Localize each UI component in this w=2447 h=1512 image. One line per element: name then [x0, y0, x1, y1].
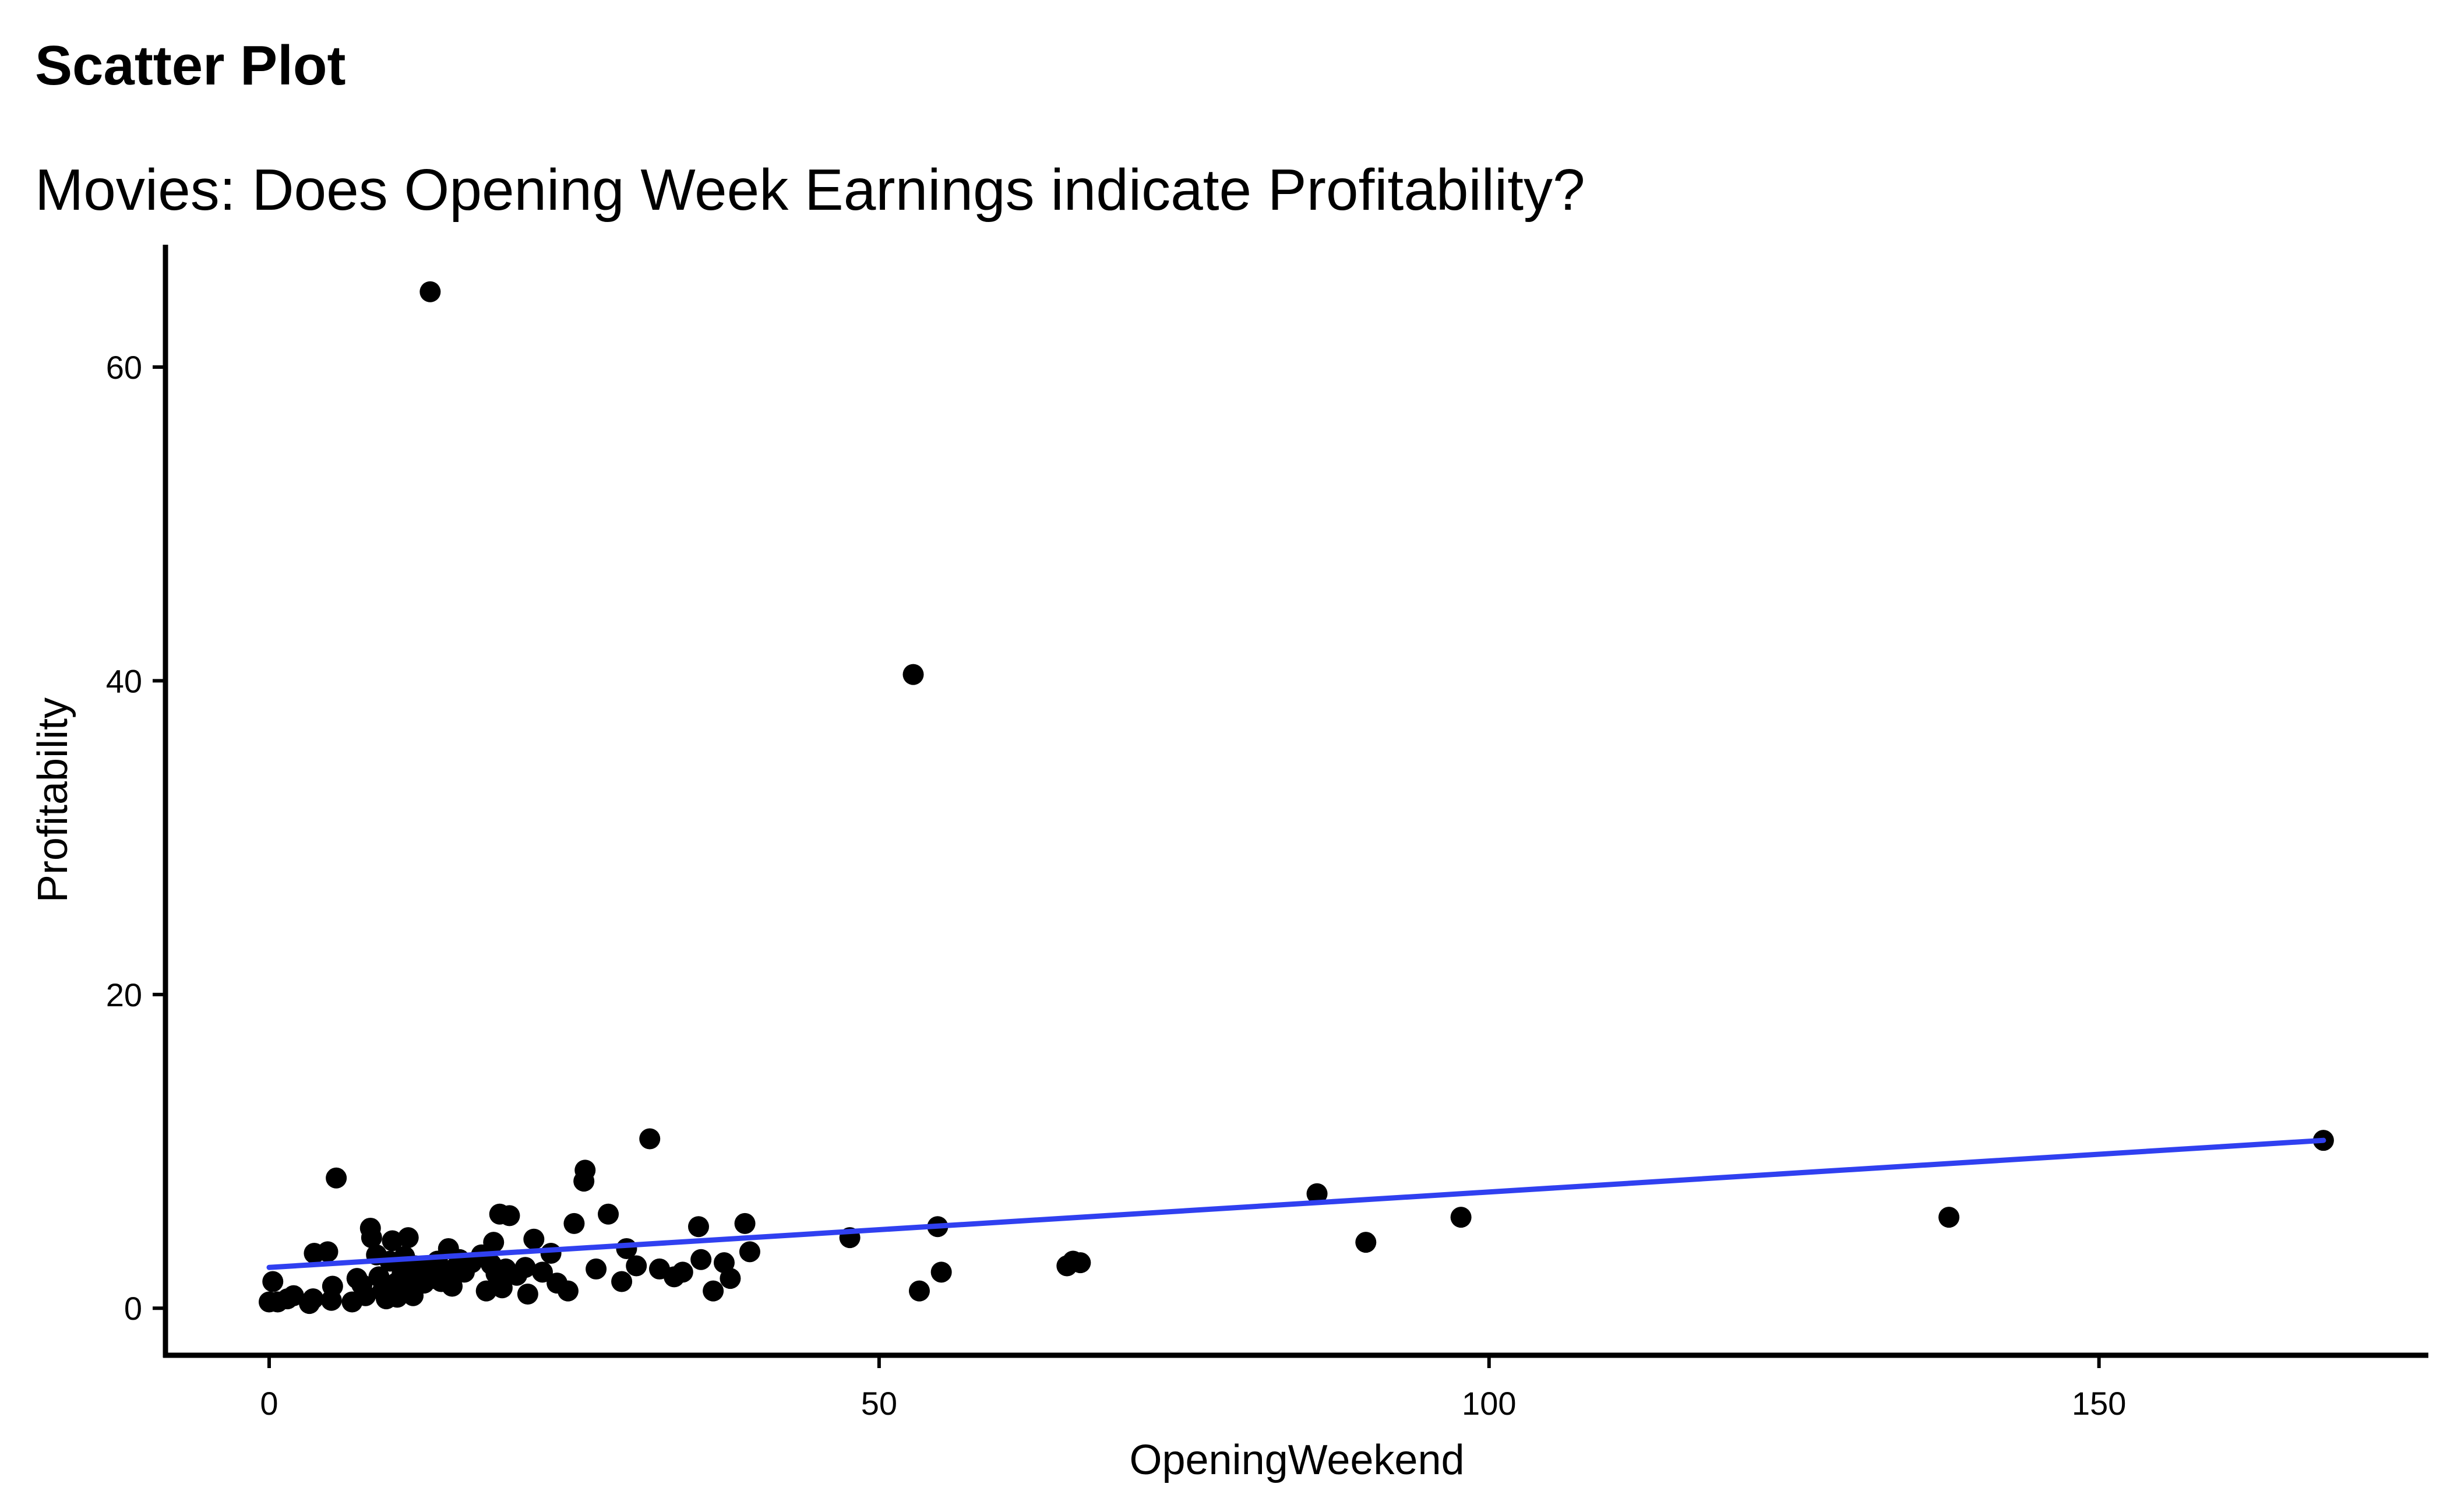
data-point-52 [491, 1277, 513, 1299]
data-point-66 [586, 1258, 607, 1280]
axes-layer: 0 50 100 150 0 20 40 60 [106, 349, 2127, 1422]
data-point-80 [734, 1213, 756, 1234]
data-point-67 [598, 1203, 619, 1225]
data-point-57 [517, 1284, 538, 1305]
data-point-59 [531, 1261, 553, 1283]
data-point-74 [672, 1261, 693, 1283]
points-layer [258, 281, 2334, 1314]
data-point-47 [475, 1280, 497, 1302]
x-tick-label-150: 150 [2072, 1385, 2126, 1422]
x-tick-label-50: 50 [861, 1385, 897, 1422]
data-point-75 [687, 1216, 709, 1238]
data-point-81 [739, 1241, 760, 1263]
data-point-91 [1355, 1232, 1377, 1253]
data-point-68 [611, 1271, 633, 1292]
data-point-76 [690, 1249, 712, 1270]
data-point-54 [499, 1205, 520, 1226]
chart-title: Scatter Plot [35, 34, 345, 97]
data-point-60 [540, 1243, 562, 1264]
data-point-63 [563, 1213, 585, 1234]
x-tick-label-100: 100 [1462, 1385, 1516, 1422]
data-point-62 [557, 1280, 579, 1302]
data-point-28 [397, 1227, 419, 1249]
data-point-35 [419, 281, 441, 302]
data-point-15 [355, 1285, 376, 1306]
data-point-83 [902, 664, 924, 685]
data-point-10 [322, 1275, 343, 1297]
data-point-25 [386, 1287, 408, 1308]
trend-line [266, 1137, 2326, 1270]
x-tick-label-0: 0 [260, 1385, 278, 1422]
x-axis-title: OpeningWeekend [1129, 1437, 1464, 1483]
data-point-6 [302, 1288, 324, 1310]
data-point-86 [930, 1261, 952, 1283]
data-point-71 [639, 1128, 661, 1150]
data-point-58 [523, 1228, 545, 1250]
data-point-92 [1450, 1207, 1472, 1228]
data-point-90 [1306, 1183, 1328, 1204]
data-point-17 [361, 1227, 382, 1249]
data-point-77 [703, 1280, 724, 1302]
y-tick-label-60: 60 [106, 349, 142, 386]
y-tick-label-40: 40 [106, 662, 142, 699]
data-point-79 [720, 1268, 741, 1289]
data-point-93 [1938, 1207, 1960, 1228]
data-point-70 [626, 1255, 647, 1277]
data-point-65 [574, 1159, 596, 1181]
trend-layer [266, 1137, 2326, 1270]
data-point-41 [442, 1275, 463, 1297]
data-point-4 [283, 1285, 304, 1306]
data-point-23 [382, 1230, 403, 1252]
chart-subtitle: Movies: Does Opening Week Earnings indic… [35, 157, 1585, 223]
y-tick-label-0: 0 [124, 1290, 142, 1327]
data-point-56 [514, 1257, 536, 1278]
data-point-8 [317, 1241, 339, 1263]
data-point-49 [483, 1232, 505, 1253]
data-point-1 [262, 1271, 284, 1292]
data-point-89 [1070, 1252, 1091, 1274]
data-point-11 [326, 1167, 347, 1189]
y-axis-title: Profitability [30, 697, 76, 903]
y-tick-label-20: 20 [106, 977, 142, 1013]
data-point-84 [908, 1280, 930, 1302]
